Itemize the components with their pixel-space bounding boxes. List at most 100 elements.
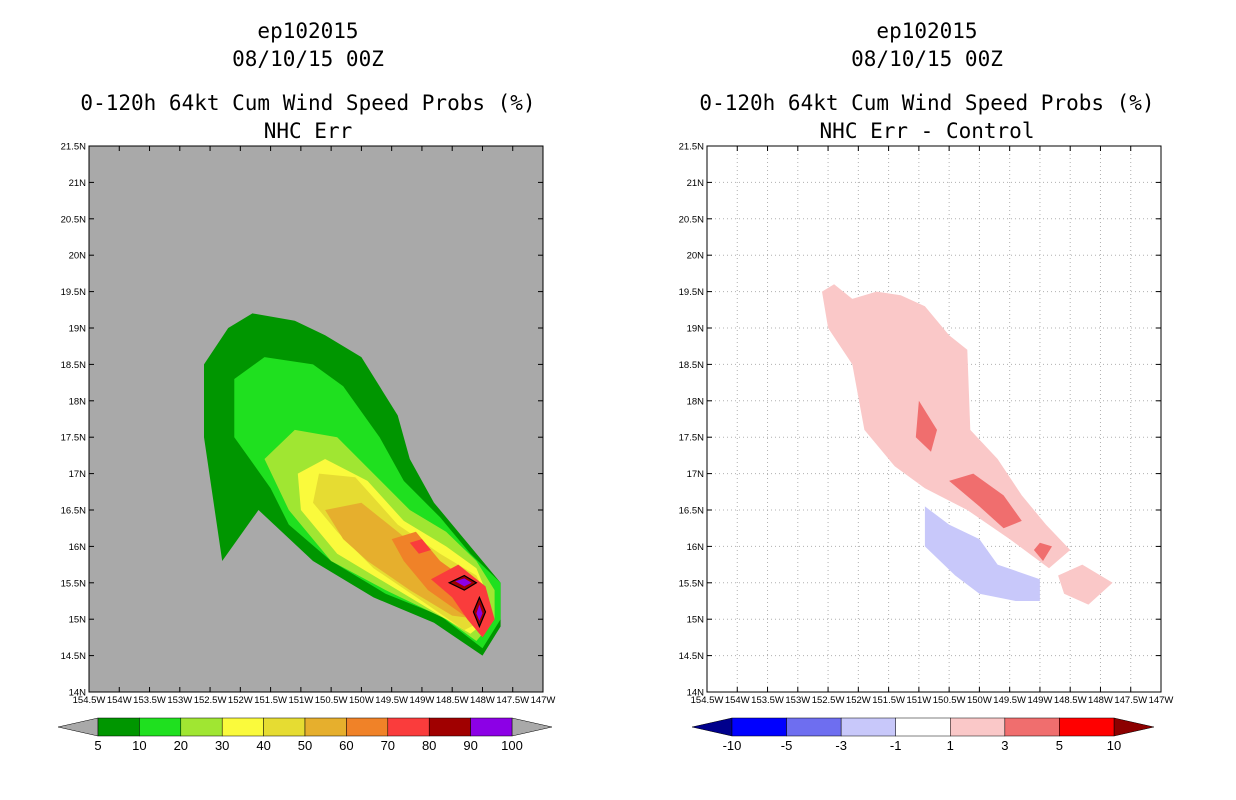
x-tick-label: 149W bbox=[1028, 695, 1053, 706]
colorbar-label: -5 bbox=[781, 738, 793, 753]
colorbar-label: 1 bbox=[947, 738, 954, 753]
contour-region bbox=[949, 473, 1022, 529]
y-tick-label: 21N bbox=[69, 178, 87, 189]
y-tick-label: 21.5N bbox=[61, 142, 86, 153]
colorbar-swatch bbox=[139, 717, 182, 737]
right-y-axis: 14N 14.5N 15N 15.5N 16N 16.5N 17N 17.5N 18N 18.5N… bbox=[679, 142, 1161, 699]
x-tick-label: 152W bbox=[846, 695, 871, 706]
colorbar-label: 5 bbox=[94, 738, 101, 753]
y-tick-label: 16N bbox=[687, 542, 705, 553]
x-tick-label: 147W bbox=[1149, 695, 1174, 706]
y-tick-label: 16.5N bbox=[61, 506, 86, 517]
y-tick-label: 21N bbox=[687, 178, 705, 189]
colorbar-label: 100 bbox=[501, 738, 523, 753]
y-tick-label: 18N bbox=[69, 396, 87, 407]
x-tick-label: 154.5W bbox=[691, 695, 724, 706]
colorbar-swatch bbox=[1004, 717, 1060, 737]
colorbar-label: -1 bbox=[890, 738, 902, 753]
colorbar-swatch bbox=[304, 717, 347, 737]
x-tick-label: 154W bbox=[725, 695, 750, 706]
colorbar-label: 60 bbox=[339, 738, 353, 753]
colorbar-swatch bbox=[786, 717, 842, 737]
x-tick-label: 153W bbox=[785, 695, 810, 706]
contour-region bbox=[1033, 542, 1052, 561]
x-tick-label: 152.5W bbox=[194, 695, 227, 706]
right-plot-frame bbox=[706, 145, 1162, 693]
y-tick-label: 15N bbox=[687, 615, 705, 626]
colorbar-label: 10 bbox=[1107, 738, 1121, 753]
colorbar-over-arrow bbox=[511, 717, 553, 737]
x-tick-label: 154W bbox=[107, 695, 132, 706]
left-y-axis: 14N 14.5N 15N 15.5N 16N 16.5N 17N 17.5N 18N 18.5N… bbox=[61, 142, 543, 699]
x-tick-label: 150.5W bbox=[315, 695, 348, 706]
left-panel: ep102015 08/10/15 00Z 0-120h 64kt Cum Wi… bbox=[57, 19, 556, 753]
y-tick-label: 21.5N bbox=[679, 142, 704, 153]
left-title-line-3: 0-120h 64kt Cum Wind Speed Probs (%) bbox=[80, 91, 535, 115]
colorbar-swatch bbox=[470, 717, 513, 737]
contour-outline bbox=[447, 574, 478, 591]
colorbar-label: -10 bbox=[723, 738, 742, 753]
x-tick-label: 147.5W bbox=[1114, 695, 1147, 706]
contour-region bbox=[915, 400, 937, 452]
colorbar-label: 80 bbox=[422, 738, 436, 753]
x-tick-label: 150W bbox=[967, 695, 992, 706]
y-tick-label: 19N bbox=[687, 324, 705, 335]
x-tick-label: 147W bbox=[531, 695, 556, 706]
x-tick-label: 154.5W bbox=[73, 695, 106, 706]
colorbar-swatch bbox=[346, 717, 389, 737]
colorbar-under-arrow bbox=[57, 717, 99, 737]
x-tick-label: 152.5W bbox=[812, 695, 845, 706]
y-tick-label: 17N bbox=[687, 469, 705, 480]
x-tick-label: 148.5W bbox=[436, 695, 469, 706]
y-tick-label: 19N bbox=[69, 324, 87, 335]
x-tick-label: 148W bbox=[1088, 695, 1113, 706]
colorbar-label: 3 bbox=[1001, 738, 1008, 753]
x-tick-label: 149W bbox=[410, 695, 435, 706]
x-tick-label: 148.5W bbox=[1054, 695, 1087, 706]
left-x-axis: 154.5W 154W 153.5W 153W 152.5W 152W 151.5W 151W… bbox=[73, 146, 556, 706]
y-tick-label: 14N bbox=[69, 688, 87, 699]
x-tick-label: 153.5W bbox=[751, 695, 784, 706]
y-tick-label: 17.5N bbox=[61, 433, 86, 444]
y-tick-label: 19.5N bbox=[61, 287, 86, 298]
y-tick-label: 18.5N bbox=[61, 360, 86, 371]
x-tick-label: 151.5W bbox=[254, 695, 287, 706]
x-tick-label: 147.5W bbox=[496, 695, 529, 706]
colorbar-label: -3 bbox=[835, 738, 847, 753]
contour-outline bbox=[472, 595, 487, 629]
colorbar-swatch bbox=[428, 717, 471, 737]
colorbar-label: 20 bbox=[174, 738, 188, 753]
right-title-line-4: NHC Err - Control bbox=[820, 119, 1035, 143]
y-tick-label: 20.5N bbox=[679, 214, 704, 225]
y-tick-label: 18N bbox=[687, 396, 705, 407]
colorbar-swatch bbox=[840, 717, 896, 737]
y-tick-label: 20N bbox=[687, 251, 705, 262]
x-tick-label: 149.5W bbox=[375, 695, 408, 706]
x-tick-label: 150.5W bbox=[933, 695, 966, 706]
contour-region bbox=[1058, 564, 1113, 605]
colorbar-over-arrow bbox=[1113, 717, 1155, 737]
contour-region bbox=[822, 284, 1071, 569]
y-tick-label: 15N bbox=[69, 615, 87, 626]
y-tick-label: 16.5N bbox=[679, 506, 704, 517]
colorbar-label: 30 bbox=[215, 738, 229, 753]
colorbar-swatch bbox=[180, 717, 223, 737]
y-tick-label: 16N bbox=[69, 542, 87, 553]
y-tick-label: 15.5N bbox=[61, 578, 86, 589]
y-tick-label: 17.5N bbox=[679, 433, 704, 444]
y-tick-label: 20N bbox=[69, 251, 87, 262]
right-title-line-2: 08/10/15 00Z bbox=[851, 47, 1003, 71]
y-tick-label: 14.5N bbox=[61, 651, 86, 662]
left-colorbar: 5 10 20 30 40 50 60 70 80 90 100 bbox=[57, 717, 553, 753]
x-tick-label: 153.5W bbox=[133, 695, 166, 706]
x-tick-label: 149.5W bbox=[993, 695, 1026, 706]
colorbar-swatch bbox=[950, 717, 1006, 737]
colorbar-label: 70 bbox=[381, 738, 395, 753]
colorbar-under-arrow bbox=[691, 717, 733, 737]
colorbar-label: 10 bbox=[132, 738, 146, 753]
x-tick-label: 151.5W bbox=[872, 695, 905, 706]
x-tick-label: 151W bbox=[906, 695, 931, 706]
y-tick-label: 15.5N bbox=[679, 578, 704, 589]
y-tick-label: 18.5N bbox=[679, 360, 704, 371]
